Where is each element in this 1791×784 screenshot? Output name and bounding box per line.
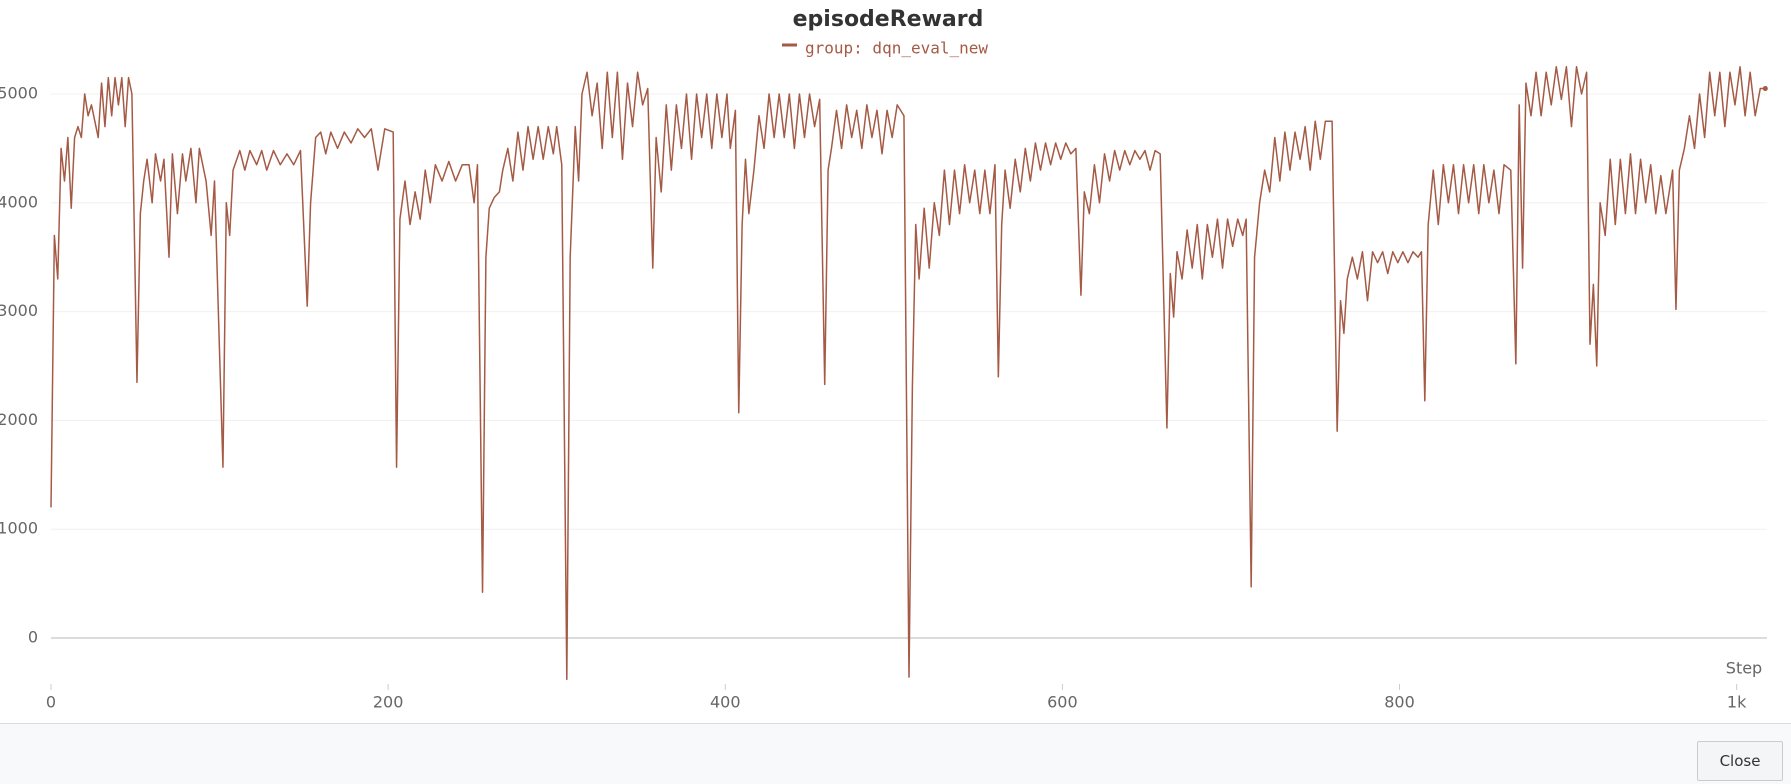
end-point: [1762, 86, 1768, 92]
x-tick-label: 1k: [1727, 693, 1747, 712]
close-button[interactable]: Close: [1697, 741, 1783, 781]
y-tick-label: 0: [28, 628, 38, 647]
y-tick-label: 5000: [0, 84, 38, 103]
y-tick-label: 2000: [0, 410, 38, 429]
chart: episodeReward Step 010002000300040005000…: [0, 7, 1768, 712]
x-tick-label: 600: [1047, 693, 1078, 712]
legend-label: group: dqn_eval_new: [805, 39, 988, 58]
legend-item: group: dqn_eval_new: [782, 39, 988, 58]
y-tick-label: 3000: [0, 301, 38, 320]
footer: Close: [0, 723, 1791, 784]
x-tick-label: 800: [1384, 693, 1415, 712]
x-axis-label: Step: [1726, 659, 1762, 678]
y-tick-label: 1000: [0, 519, 38, 538]
series-line: [50, 66, 1766, 681]
x-tick-label: 0: [46, 693, 56, 712]
y-tick-label: 4000: [0, 192, 38, 211]
x-tick-label: 200: [373, 693, 404, 712]
x-tick-label: 400: [710, 693, 741, 712]
chart-title: episodeReward: [793, 7, 984, 32]
